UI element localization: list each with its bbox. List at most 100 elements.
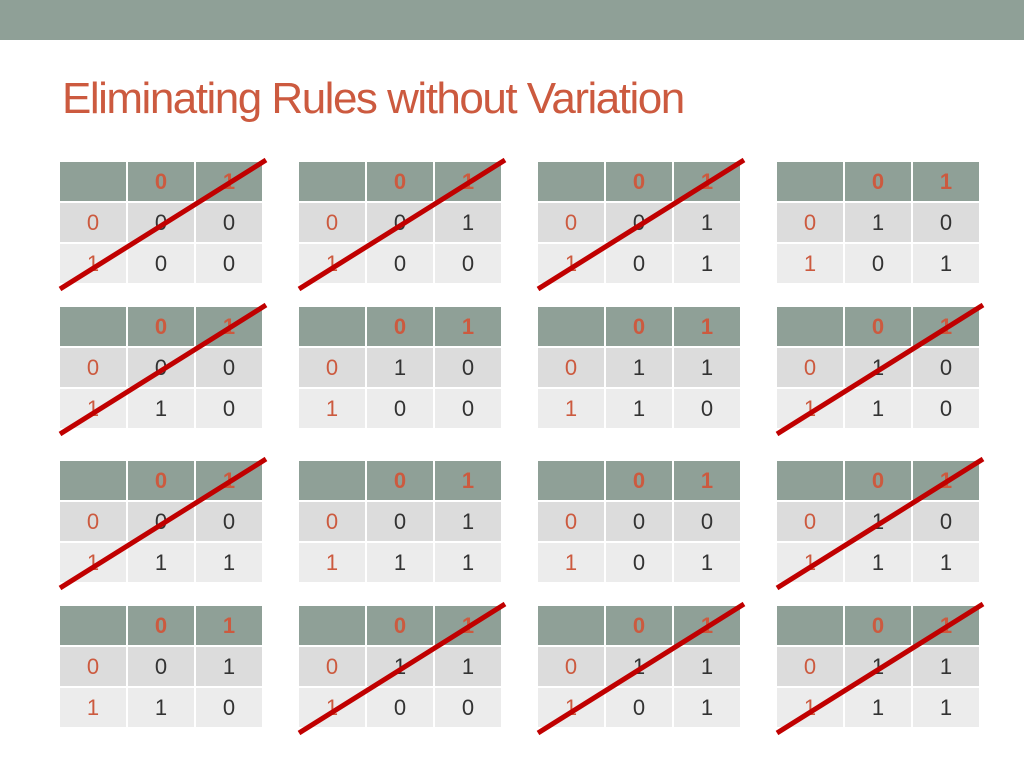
row-label: 0	[299, 502, 365, 541]
row-label: 1	[777, 244, 843, 283]
column-header: 0	[367, 606, 433, 645]
header-cell	[299, 461, 365, 500]
column-header: 1	[674, 461, 740, 500]
table-cell: 1	[606, 389, 672, 428]
table-cell: 0	[913, 502, 979, 541]
strike-line	[297, 601, 507, 736]
row-label: 0	[60, 502, 126, 541]
table-cell: 0	[367, 502, 433, 541]
column-header: 1	[196, 606, 262, 645]
row-label: 1	[538, 543, 604, 582]
row-label: 1	[299, 389, 365, 428]
table-cell: 1	[435, 203, 501, 242]
row-label: 0	[538, 502, 604, 541]
table-cell: 0	[435, 244, 501, 283]
slide-title: Eliminating Rules without Variation	[62, 74, 685, 123]
table-cell: 0	[367, 688, 433, 727]
column-header: 0	[845, 162, 911, 201]
table-cell: 0	[674, 389, 740, 428]
table-cell: 0	[435, 389, 501, 428]
table-cell: 0	[606, 543, 672, 582]
row-label: 1	[299, 688, 365, 727]
row-label: 0	[777, 348, 843, 387]
table-cell: 0	[913, 203, 979, 242]
table-cell: 1	[367, 348, 433, 387]
header-cell	[777, 461, 843, 500]
table-cell: 0	[367, 389, 433, 428]
header-cell	[538, 461, 604, 500]
column-header: 0	[845, 606, 911, 645]
table-cell: 0	[674, 502, 740, 541]
header-cell	[299, 606, 365, 645]
header-cell	[538, 606, 604, 645]
table-cell: 1	[913, 688, 979, 727]
column-header: 0	[128, 461, 194, 500]
column-header: 0	[606, 606, 672, 645]
table-cell: 0	[196, 688, 262, 727]
header-cell	[777, 307, 843, 346]
column-header: 0	[606, 461, 672, 500]
table-cell: 0	[435, 688, 501, 727]
column-header: 0	[845, 307, 911, 346]
table-cell: 0	[128, 244, 194, 283]
row-label: 0	[777, 502, 843, 541]
header-cell	[60, 307, 126, 346]
row-label: 1	[777, 543, 843, 582]
table-cell: 1	[674, 647, 740, 686]
column-header: 0	[367, 461, 433, 500]
row-label: 0	[538, 348, 604, 387]
row-label: 0	[538, 647, 604, 686]
header-bar	[0, 0, 1024, 40]
strike-line	[536, 157, 746, 292]
strike-line	[297, 157, 507, 292]
table-cell: 0	[196, 348, 262, 387]
column-header: 0	[128, 162, 194, 201]
table-cell: 0	[845, 244, 911, 283]
table-cell: 0	[913, 389, 979, 428]
row-label: 1	[60, 688, 126, 727]
table-cell: 1	[845, 543, 911, 582]
table-cell: 1	[845, 688, 911, 727]
strike-line	[58, 302, 268, 437]
row-label: 0	[299, 647, 365, 686]
table-cell: 1	[435, 502, 501, 541]
row-label: 0	[777, 647, 843, 686]
table-cell: 1	[128, 389, 194, 428]
row-label: 1	[60, 543, 126, 582]
header-cell	[777, 606, 843, 645]
table-cell: 1	[435, 647, 501, 686]
table-cell: 0	[367, 244, 433, 283]
header-cell	[299, 162, 365, 201]
strike-line	[536, 601, 746, 736]
table-cell: 1	[913, 647, 979, 686]
column-header: 0	[845, 461, 911, 500]
table-cell: 1	[196, 647, 262, 686]
table-cell: 1	[367, 543, 433, 582]
table-cell: 0	[606, 244, 672, 283]
header-cell	[60, 461, 126, 500]
table-cell: 0	[606, 688, 672, 727]
table-cell: 1	[196, 543, 262, 582]
header-cell	[538, 162, 604, 201]
column-header: 0	[367, 162, 433, 201]
table-cell: 1	[674, 348, 740, 387]
column-header: 1	[913, 162, 979, 201]
table-cell: 0	[435, 348, 501, 387]
row-label: 1	[60, 389, 126, 428]
table-cell: 1	[128, 543, 194, 582]
column-header: 1	[435, 307, 501, 346]
row-label: 0	[299, 348, 365, 387]
strike-line	[775, 302, 985, 437]
table-cell: 1	[845, 203, 911, 242]
column-header: 1	[674, 307, 740, 346]
row-label: 1	[538, 389, 604, 428]
column-header: 1	[435, 461, 501, 500]
table-cell: 1	[606, 348, 672, 387]
row-label: 0	[60, 348, 126, 387]
column-header: 0	[367, 307, 433, 346]
row-label: 1	[299, 543, 365, 582]
table-cell: 1	[913, 543, 979, 582]
table-cell: 0	[196, 389, 262, 428]
